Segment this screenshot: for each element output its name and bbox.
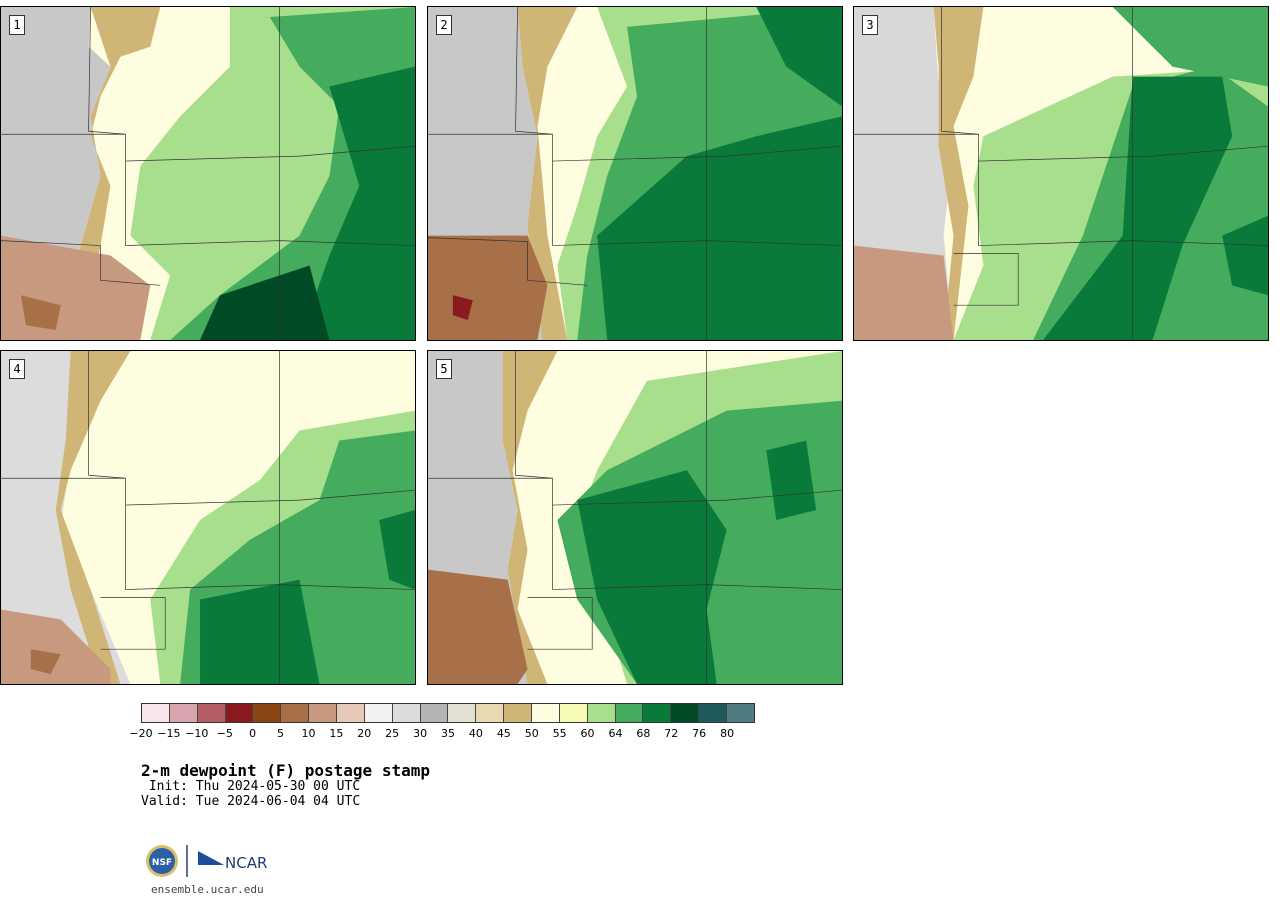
map-panel-4: 4 [0,350,416,685]
dewpoint-map-1 [1,7,415,340]
panel-number: 4 [9,359,25,379]
colorbar-swatch [559,704,588,722]
colorbar-tick-label: 50 [524,727,539,740]
colorbar-swatch [253,704,282,722]
colorbar-ticks: −20 −15 −10 −5 0 5 10 15 20 25 30 35 40 45 50 55 60 64 68 7… [129,727,755,741]
colorbar-swatch [504,704,533,722]
colorbar-tick-label: 35 [441,727,455,740]
colorbar-tick-label: 76 [692,727,707,740]
colorbar-swatch [364,704,393,722]
dewpoint-map-3 [854,7,1268,340]
colorbar-tick-label: 30 [413,727,428,740]
panel-number: 1 [9,15,25,35]
colorbar-tick-label: 0 [249,727,257,740]
dewpoint-map-5 [428,351,842,684]
colorbar-tick-label: 10 [301,727,316,740]
colorbar [141,703,755,723]
colorbar-tick-label: −15 [157,727,181,740]
colorbar-tick-label: 64 [608,727,623,740]
colorbar-tick-label: 5 [277,727,285,740]
ncar-logo: NCAR [198,851,267,872]
colorbar-tick-label: −10 [185,727,209,740]
figure-title: 2-m dewpoint (F) postage stamp [141,761,430,780]
svg-text:NSF: NSF [152,858,172,868]
colorbar-swatch [142,704,170,722]
colorbar-swatch [197,704,226,722]
colorbar-tick-label: 60 [580,727,595,740]
colorbar-swatch [448,704,477,722]
map-panel-3: 3 [853,6,1269,341]
colorbar-tick-label: 80 [720,727,735,740]
colorbar-tick-label: 55 [552,727,567,740]
colorbar-swatch [281,704,310,722]
logos: NSF NCAR [144,843,274,879]
map-panel-5: 5 [427,350,843,685]
site-url: ensemble.ucar.edu [151,883,264,896]
svg-text:NCAR: NCAR [225,854,267,872]
panel-number: 5 [436,359,452,379]
colorbar-swatch [587,704,616,722]
colorbar-swatch [225,704,254,722]
colorbar-swatch [169,704,198,722]
panel-number: 3 [862,15,878,35]
map-panel-1: 1 [0,6,416,341]
colorbar-swatch [615,704,644,722]
colorbar-tick-label: 72 [664,727,679,740]
colorbar-swatch [309,704,338,722]
colorbar-swatch [671,704,700,722]
dewpoint-map-2 [428,7,842,340]
colorbar-tick-label: 20 [357,727,372,740]
colorbar-swatch [532,704,560,722]
dewpoint-map-4 [1,351,415,684]
colorbar-tick-label: 40 [468,727,483,740]
colorbar-swatch [643,704,672,722]
colorbar-tick-label: −20 [129,727,153,740]
colorbar-tick-label: 68 [636,727,651,740]
nsf-logo: NSF [146,845,178,877]
colorbar-swatch [727,704,754,722]
colorbar-swatch [420,704,449,722]
valid-time: Valid: Tue 2024-06-04 04 UTC [141,794,361,809]
map-panel-2: 2 [427,6,843,341]
colorbar-tick-label: 15 [329,727,344,740]
colorbar-swatch [476,704,505,722]
panel-number: 2 [436,15,452,35]
colorbar-swatch [337,704,365,722]
colorbar-swatch [699,704,728,722]
colorbar-tick-label: −5 [216,727,233,740]
init-time: Init: Thu 2024-05-30 00 UTC [141,779,361,794]
colorbar-swatch [392,704,421,722]
colorbar-tick-label: 45 [496,727,511,740]
colorbar-tick-label: 25 [385,727,400,740]
